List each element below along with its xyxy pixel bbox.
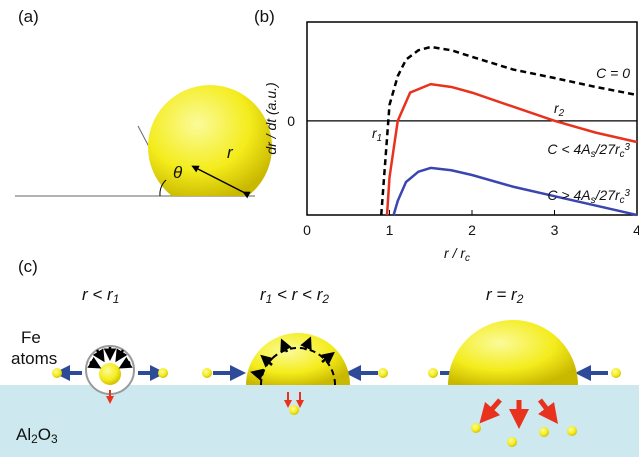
x-tick-label: 1 xyxy=(386,222,394,238)
x-tick-label: 2 xyxy=(468,222,476,238)
text-part: /27r xyxy=(595,141,621,157)
text-part: r = r xyxy=(486,285,518,304)
case-label: r1 < r < r2 xyxy=(260,285,329,306)
fe-label: Fe xyxy=(21,328,41,347)
text-part: /27r xyxy=(595,187,621,203)
case-label: r = r2 xyxy=(486,285,524,306)
legend-label: C < 4As/27rc3 xyxy=(547,141,630,160)
droplet xyxy=(148,85,272,196)
text-part: 2 xyxy=(321,292,329,306)
atoms-label: atoms xyxy=(11,349,57,368)
x-tick-label: 3 xyxy=(551,222,559,238)
text-part: c xyxy=(465,253,470,264)
annotation: r1 xyxy=(372,125,382,144)
legend-label: C = 0 xyxy=(596,65,630,81)
panel-label: (c) xyxy=(18,257,38,276)
text-part: 2 xyxy=(516,292,524,306)
annotation: r2 xyxy=(554,100,565,119)
text-part: C < 4A xyxy=(547,141,590,157)
panel-label: (a) xyxy=(18,7,39,26)
text-part: 2 xyxy=(558,108,565,119)
text-part: 3 xyxy=(625,142,631,153)
y-tick-label: 0 xyxy=(287,113,295,129)
substrate xyxy=(0,385,639,457)
text-part: 1 xyxy=(113,292,120,306)
text-part: 1 xyxy=(266,292,273,306)
text-part: Al xyxy=(16,425,31,444)
chart: 0 1 2 3 4 0 dr / dt (a.u.) r / rc C = 0 C < 4As/2… xyxy=(263,22,639,264)
legend-label: C > 4As/27rc3 xyxy=(547,187,630,206)
text-part: O xyxy=(38,425,51,444)
text-part: 1 xyxy=(377,133,382,144)
y-axis-label: dr / dt (a.u.) xyxy=(263,82,279,154)
text-part: C > 4A xyxy=(547,187,590,203)
case-label: r < r1 xyxy=(82,285,119,306)
panel-label: (b) xyxy=(254,7,275,26)
text-part: 3 xyxy=(625,188,631,199)
text-part: r / r xyxy=(444,245,466,261)
text-part: r < r xyxy=(82,285,114,304)
text-part: < r < r xyxy=(272,285,323,304)
x-tick-label: 4 xyxy=(633,222,639,238)
x-tick-label: 0 xyxy=(303,222,311,238)
x-axis-label: r / rc xyxy=(444,245,470,264)
theta: θ xyxy=(173,163,183,182)
figure: (a) θ r (b) 012340dr / dt (a.u.)r / rcC … xyxy=(0,0,639,457)
text-part: 3 xyxy=(51,432,58,446)
